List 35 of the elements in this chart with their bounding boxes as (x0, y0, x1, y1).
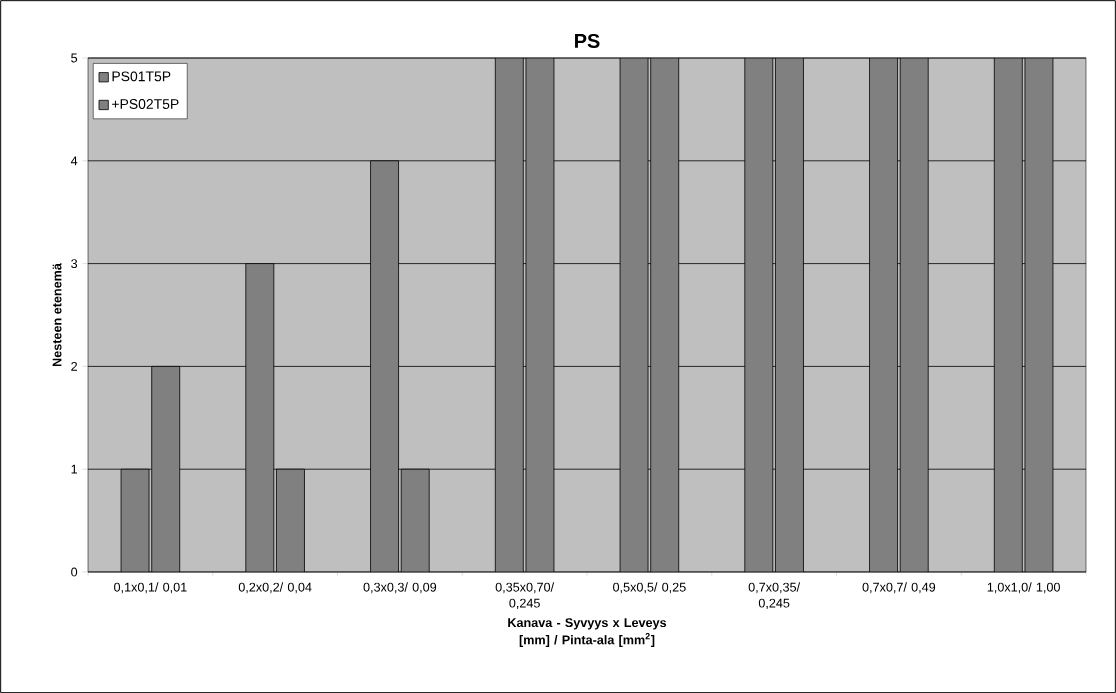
y-tick-label: 4 (70, 156, 78, 165)
bar (525, 57, 555, 572)
x-tick-label: 0,5x0,5/ 0,25 (613, 582, 686, 593)
legend-label: +PS02T5P (112, 98, 179, 109)
y-tick-label: 1 (71, 464, 78, 474)
y-tick-label: 5 (71, 53, 78, 63)
y-axis-title: Nesteen etenemä (52, 262, 62, 366)
x-tick-label: 0,35x0,70/ 0,245 (495, 582, 555, 609)
bar (245, 263, 275, 572)
x-tick-label: 0,3x0,3/ 0,09 (363, 582, 437, 593)
x-tick-label: 0,2x0,2/ 0,04 (238, 582, 312, 593)
x-tick-label: 0,1x0,1/ 0,01 (114, 582, 187, 593)
bar (400, 468, 430, 572)
bar (899, 57, 929, 572)
x-tick-label: 1,0x1,0/ 1,00 (987, 582, 1060, 593)
y-tick-label: 3 (71, 258, 78, 268)
bar (619, 57, 649, 572)
bar (1024, 57, 1054, 572)
bar (993, 57, 1023, 572)
bar (775, 57, 804, 572)
x-tick-label: 0,7x0,35/ 0,245 (748, 582, 801, 609)
x-axis-title: Kanava - Syvyys x Leveys [mm] / Pinta-ala [mm$^{2}$] (508, 618, 667, 647)
chart-title: PS (575, 33, 600, 48)
x-tick-label: 0,7x0,7/ 0,49 (862, 582, 936, 593)
bar (869, 57, 898, 572)
bar (120, 468, 150, 572)
bar (494, 57, 524, 572)
bar (370, 160, 399, 572)
y-tick-label: 0 (71, 567, 78, 577)
bar (650, 57, 680, 572)
bar (744, 57, 774, 572)
bar (151, 365, 181, 572)
legend-label: PS01T5P (112, 71, 171, 82)
y-tick-label: 2 (71, 361, 78, 371)
bar (276, 468, 305, 572)
